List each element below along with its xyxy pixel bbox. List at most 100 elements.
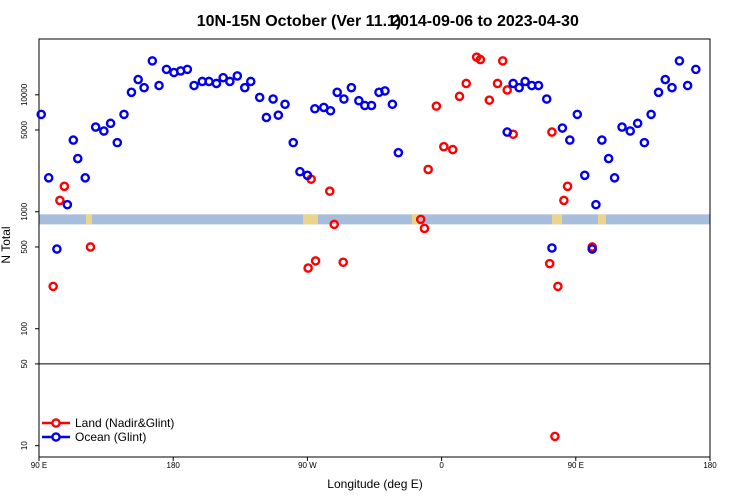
- plot-frame: [38, 38, 711, 458]
- land-point: [544, 258, 555, 269]
- ocean-point: [354, 95, 364, 106]
- land-point: [303, 263, 313, 273]
- ocean-point: [295, 166, 305, 177]
- land-point: [415, 214, 426, 225]
- ocean-point: [533, 80, 544, 91]
- ocean-point: [387, 99, 398, 110]
- land-point: [497, 56, 508, 66]
- ocean-point: [625, 126, 636, 136]
- ocean-point: [154, 80, 164, 91]
- land-point: [85, 242, 96, 252]
- y-tick-label: 1000: [20, 202, 29, 220]
- ocean-point: [72, 153, 83, 164]
- y-tick-label: 100: [20, 321, 29, 335]
- ocean-point: [68, 135, 79, 145]
- land-point: [454, 91, 465, 102]
- ocean-point: [691, 64, 701, 75]
- x-tick-label: 90 E: [568, 461, 584, 470]
- land-point: [310, 256, 321, 266]
- ocean-point: [189, 80, 199, 91]
- ocean-point: [617, 122, 627, 132]
- ocean-point: [62, 199, 73, 210]
- ocean-point: [245, 76, 256, 87]
- ocean-point: [90, 122, 101, 132]
- ocean-point: [133, 74, 143, 85]
- chart-title-left: 10N-15N October (Ver 11.1): [197, 13, 402, 30]
- ocean-point: [36, 109, 47, 120]
- ocean-point: [514, 82, 524, 93]
- legend-label: Ocean (Glint): [75, 430, 146, 444]
- ocean-point: [646, 109, 656, 120]
- land-point: [461, 78, 472, 89]
- ocean-point: [52, 244, 62, 254]
- land-patch: [598, 214, 606, 225]
- ocean-point: [99, 126, 109, 136]
- ocean-point: [393, 147, 404, 158]
- ocean-point: [682, 80, 693, 91]
- ocean-point: [80, 173, 91, 183]
- land-mask-band: [39, 214, 710, 225]
- y-tick-label: 10000: [20, 83, 29, 106]
- land-point: [484, 95, 495, 105]
- ocean-point: [232, 71, 243, 81]
- land-point: [559, 195, 569, 206]
- ocean-point: [346, 82, 357, 93]
- ocean-point: [182, 64, 193, 75]
- x-axis: 90 E 180 90 W 0 90 E 180: [31, 457, 717, 470]
- y-axis: 10 50 100 500 1000 5000 10000: [20, 83, 39, 450]
- land-patch: [303, 214, 318, 225]
- land-point: [547, 127, 557, 137]
- ocean-point: [660, 74, 671, 85]
- land-point: [550, 431, 560, 442]
- y-tick-label: 5000: [20, 121, 29, 139]
- land-point: [492, 78, 503, 89]
- land-point: [475, 54, 486, 65]
- x-tick-label: 90 W: [298, 461, 317, 470]
- ocean-point: [280, 99, 290, 110]
- land-point: [439, 141, 449, 152]
- ocean-point: [667, 82, 677, 93]
- ocean-point: [325, 105, 336, 116]
- land-point: [55, 195, 65, 206]
- ocean-band: [39, 214, 710, 225]
- land-point: [553, 281, 563, 292]
- ocean-point: [105, 118, 116, 129]
- land-point: [562, 181, 573, 192]
- ocean-point: [597, 135, 607, 145]
- data-points: [36, 52, 701, 442]
- ocean-point: [332, 87, 343, 98]
- ocean-point: [572, 109, 583, 120]
- y-tick-label: 50: [20, 359, 29, 368]
- ocean-point: [218, 72, 228, 83]
- ocean-point: [211, 78, 222, 89]
- land-point: [59, 181, 70, 192]
- ocean-point: [502, 127, 513, 137]
- ocean-point: [591, 199, 601, 210]
- ocean-point: [603, 153, 614, 164]
- legend-label: Land (Nadir&Glint): [75, 416, 174, 430]
- ocean-point: [674, 56, 685, 66]
- land-point: [338, 257, 348, 268]
- ocean-point: [557, 123, 568, 133]
- land-point: [447, 144, 458, 155]
- ocean-point: [380, 86, 390, 96]
- land-patch: [86, 214, 92, 225]
- y-tick-label: 500: [20, 240, 29, 254]
- x-tick-label: 180: [167, 461, 181, 470]
- legend-marker: [51, 418, 61, 428]
- ocean-point: [310, 103, 320, 114]
- land-point: [423, 164, 433, 175]
- ocean-point: [139, 82, 149, 93]
- land-point: [502, 85, 513, 95]
- ocean-point: [112, 137, 123, 148]
- land-point: [419, 223, 430, 234]
- legend-marker: [51, 432, 61, 442]
- x-tick-label: 180: [703, 461, 717, 470]
- ocean-point: [366, 100, 377, 111]
- ocean-point: [204, 76, 214, 87]
- series-ocean: [36, 56, 701, 254]
- land-point: [329, 219, 340, 230]
- ocean-point: [302, 170, 313, 181]
- ocean-point: [147, 56, 158, 66]
- chart-title-right: 2014-09-06 to 2023-04-30: [391, 13, 579, 30]
